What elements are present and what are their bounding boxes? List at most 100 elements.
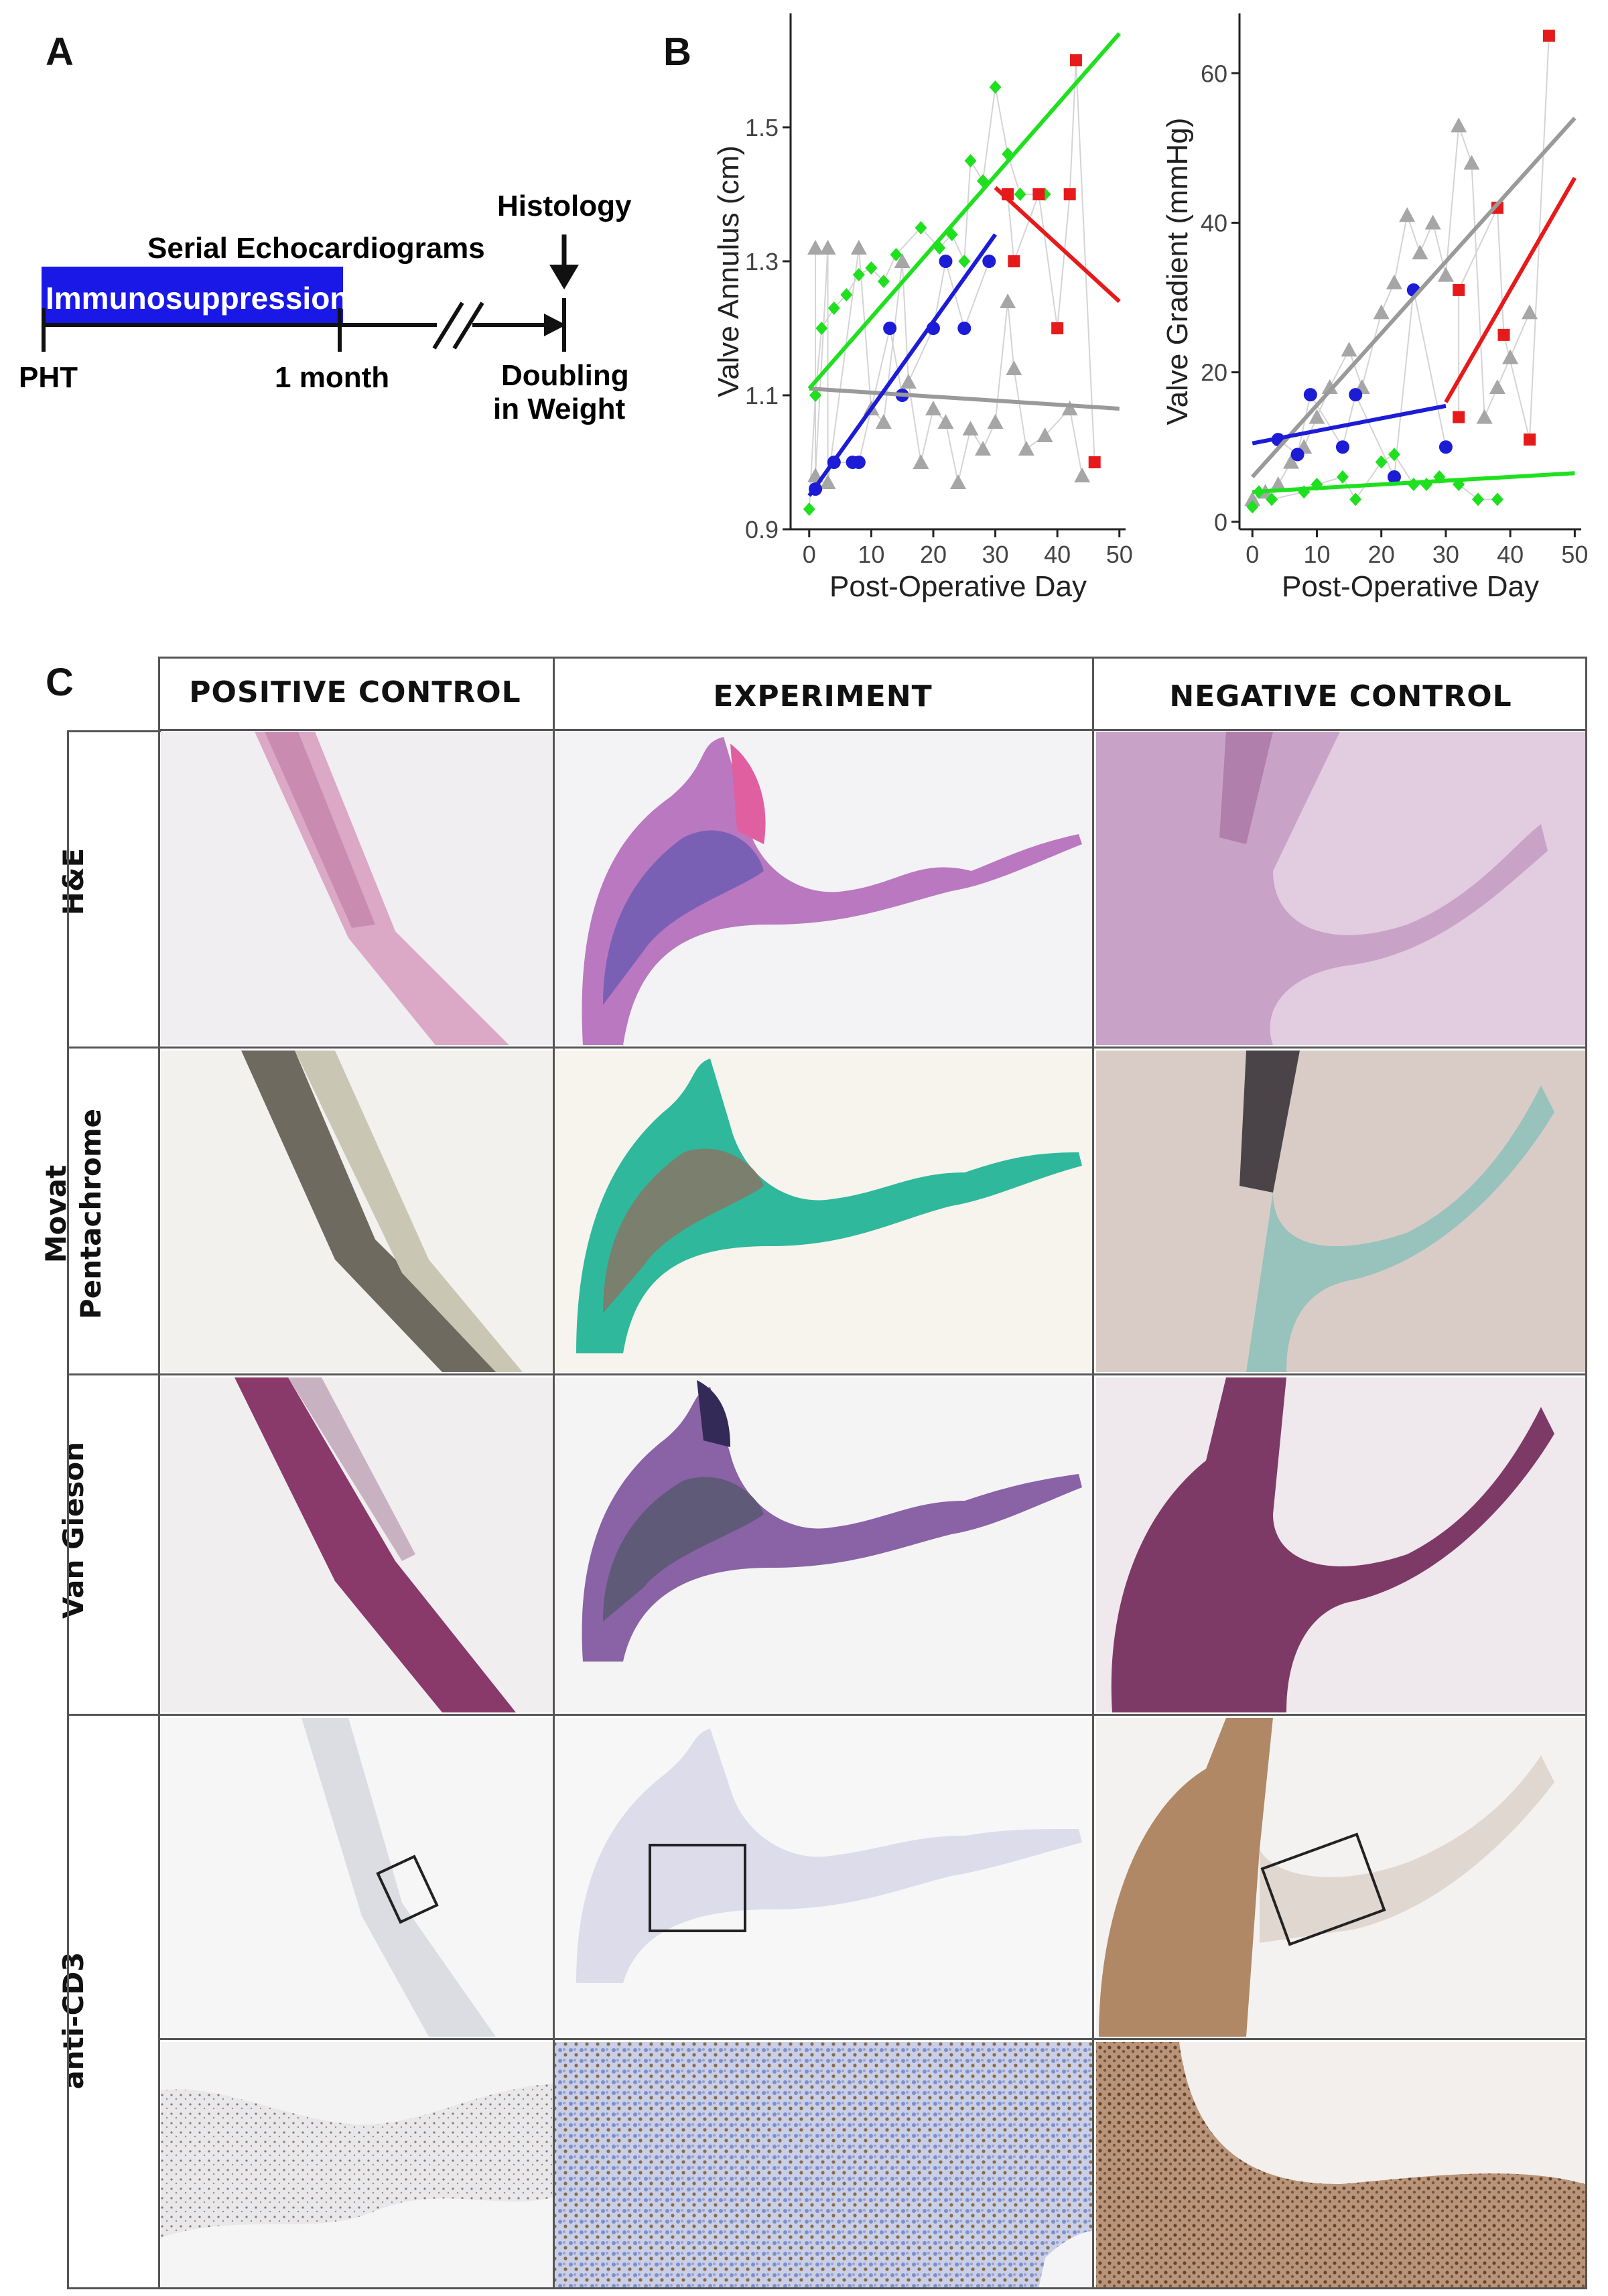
- point-green: [809, 389, 822, 402]
- fit-line-gray: [809, 387, 1120, 411]
- point-green: [1349, 492, 1362, 507]
- point-gray: [1463, 155, 1480, 170]
- point-green: [1014, 188, 1026, 201]
- break-mark: [452, 301, 484, 350]
- y-tick-label: 20: [1201, 359, 1227, 387]
- y-tick-label: 1.3: [745, 248, 779, 275]
- zoom-box: [649, 1844, 746, 1932]
- cell-movat-positive-control: [161, 1051, 553, 1372]
- grid-line: [158, 730, 160, 2289]
- point-green: [852, 268, 865, 281]
- cell-vg-positive-control: [161, 1377, 553, 1712]
- point-green: [964, 154, 977, 167]
- x-tick-label: 20: [920, 541, 947, 568]
- point-green: [989, 80, 1002, 94]
- point-green: [815, 322, 828, 335]
- point-blue: [1438, 440, 1453, 454]
- point-gray: [1061, 401, 1078, 415]
- point-green: [1472, 492, 1485, 507]
- cell-cd3-zoom-positive-control: [161, 2042, 553, 2289]
- point-red: [1453, 411, 1465, 423]
- point-gray: [900, 374, 917, 389]
- point-gray: [1018, 441, 1034, 456]
- fit-line-red: [994, 186, 1121, 303]
- x-axis-label: Post-Operative Day: [1282, 570, 1539, 603]
- serial-echo-label: Serial Echocardiograms: [147, 232, 485, 265]
- y-tick-label: 40: [1201, 209, 1227, 237]
- cell-movat-negative-control: [1096, 1051, 1585, 1372]
- point-gray: [1341, 342, 1357, 357]
- point-red: [1542, 29, 1555, 42]
- point-green: [1336, 470, 1349, 484]
- point-green: [803, 502, 815, 516]
- point-gray: [1244, 491, 1261, 507]
- grid-line: [1585, 657, 1587, 2289]
- point-gray: [1321, 379, 1338, 394]
- point-blue: [1387, 470, 1401, 484]
- point-gray: [819, 474, 836, 489]
- point-gray: [1282, 454, 1299, 469]
- point-green: [840, 288, 853, 301]
- histology-arrowhead: [549, 265, 579, 289]
- point-red: [1453, 283, 1465, 296]
- point-blue: [1290, 448, 1304, 462]
- point-blue: [957, 322, 972, 335]
- cell-cd3-positive-control: [161, 1718, 553, 2037]
- fit-line-green: [1252, 471, 1575, 494]
- point-green: [945, 228, 958, 241]
- fit-line-blue: [807, 233, 997, 497]
- x-tick-label: 20: [1368, 541, 1395, 568]
- column-header-positive-control: POSITIVE CONTROL: [189, 675, 521, 710]
- point-gray: [1006, 360, 1022, 375]
- point-red: [1032, 188, 1045, 200]
- point-green: [958, 255, 971, 268]
- x-tick-label: 50: [1561, 541, 1588, 568]
- histology-label: Histology: [497, 190, 632, 222]
- cell-cd3-zoom-negative-control: [1096, 2042, 1585, 2289]
- y-tick-label: 60: [1201, 60, 1227, 87]
- point-green: [1246, 500, 1259, 514]
- cell-movat-experiment: [555, 1051, 1092, 1372]
- panel-a-letter: A: [46, 30, 74, 74]
- x-tick-label: 40: [1044, 541, 1071, 568]
- doubling-label-1: Doubling: [501, 359, 629, 392]
- point-gray: [925, 401, 941, 415]
- point-gray: [894, 253, 911, 268]
- point-red: [1088, 456, 1101, 468]
- point-green: [1491, 492, 1503, 507]
- point-gray: [1489, 379, 1505, 394]
- x-tick-label: 30: [1432, 541, 1459, 568]
- point-gray: [962, 421, 979, 435]
- grid-line: [67, 1714, 1587, 1716]
- y-tick-label: 1.5: [745, 114, 779, 141]
- point-green: [1375, 455, 1388, 469]
- point-green: [1388, 448, 1400, 462]
- grid-line: [67, 730, 161, 732]
- point-gray: [1476, 409, 1493, 424]
- cell-he-negative-control: [1096, 732, 1585, 1045]
- point-gray: [975, 441, 992, 456]
- series-blue-trace: [1278, 289, 1447, 480]
- cell-cd3-negative-control: [1096, 1718, 1585, 2037]
- x-tick-label: 30: [982, 541, 1009, 568]
- point-gray: [1309, 409, 1325, 424]
- point-blue: [939, 255, 953, 268]
- grid-line: [158, 2038, 1587, 2040]
- point-gray: [1074, 468, 1091, 482]
- fit-line-blue: [1252, 403, 1447, 446]
- point-gray: [1502, 349, 1519, 364]
- timeline-arrowhead: [544, 314, 566, 336]
- fit-line-gray: [1251, 117, 1577, 478]
- point-blue: [883, 322, 897, 335]
- panel-b-letter: B: [663, 30, 691, 74]
- grid-line: [67, 1046, 1587, 1049]
- doubling-label-2: in Weight: [493, 393, 626, 425]
- grid-line: [158, 729, 1587, 731]
- series-red-trace: [1458, 36, 1550, 440]
- point-red: [1063, 188, 1076, 200]
- cell-vg-negative-control: [1096, 1377, 1585, 1712]
- point-gray: [1373, 304, 1390, 320]
- one-month-label: 1 month: [275, 361, 389, 394]
